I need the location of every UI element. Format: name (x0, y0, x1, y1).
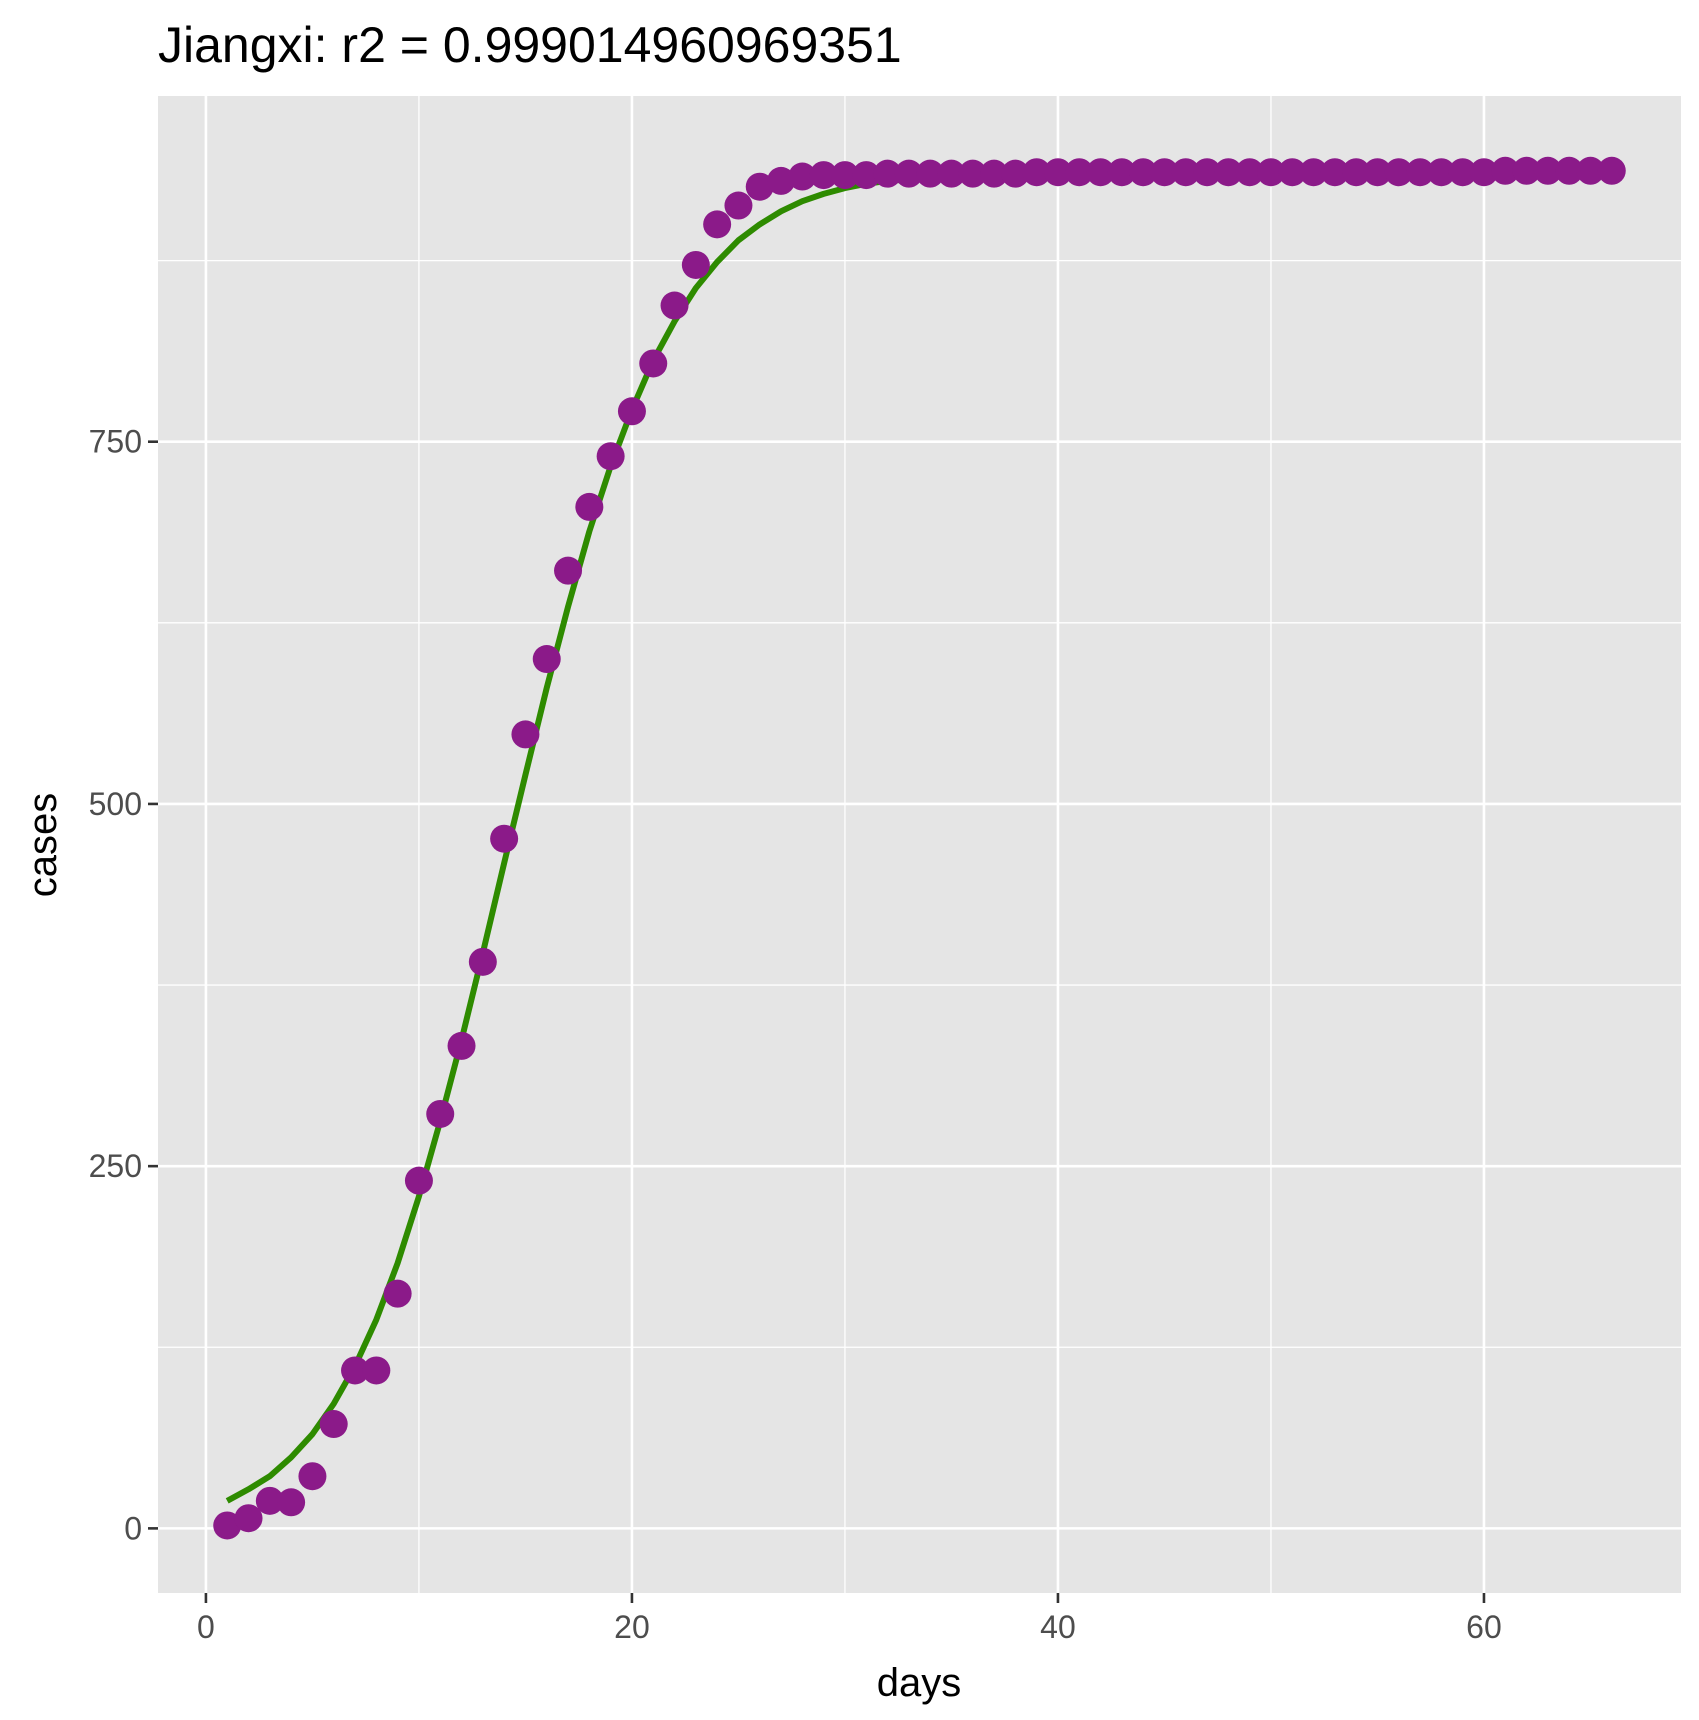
data-point (1469, 158, 1498, 187)
data-point (852, 161, 881, 190)
data-point (1235, 158, 1264, 187)
data-point (830, 161, 859, 190)
data-point (1043, 158, 1072, 187)
x-tick-label: 20 (614, 1609, 650, 1645)
data-point (1363, 158, 1392, 187)
data-point (468, 947, 497, 976)
data-point (1299, 158, 1328, 187)
data-point (1022, 158, 1051, 187)
data-points-layer (213, 156, 1626, 1540)
data-point (894, 159, 923, 188)
data-point (277, 1488, 306, 1517)
data-point (404, 1166, 433, 1195)
data-point (639, 349, 668, 378)
data-point (1533, 156, 1562, 185)
data-point (596, 442, 625, 471)
y-tick-label: 500 (89, 786, 142, 822)
data-point (1193, 158, 1222, 187)
data-point (490, 824, 519, 853)
data-point (255, 1486, 284, 1515)
data-point (1342, 158, 1371, 187)
data-point (213, 1511, 242, 1540)
data-point (937, 159, 966, 188)
data-point (1576, 156, 1605, 185)
data-point (1406, 158, 1435, 187)
data-point (1384, 158, 1413, 187)
data-point (1065, 158, 1094, 187)
data-point (575, 492, 604, 521)
data-point (958, 159, 987, 188)
data-point (788, 162, 817, 191)
data-point (511, 720, 540, 749)
data-point (362, 1356, 391, 1385)
data-point (681, 250, 710, 279)
data-point (1320, 158, 1349, 187)
y-tick-label: 250 (89, 1148, 142, 1184)
data-point (1491, 156, 1520, 185)
data-point (234, 1504, 263, 1533)
data-point (1512, 156, 1541, 185)
data-point (426, 1099, 455, 1128)
data-point (1427, 158, 1456, 187)
data-point (1448, 158, 1477, 187)
data-point (341, 1356, 370, 1385)
data-point (1278, 158, 1307, 187)
data-point (1129, 158, 1158, 187)
x-tick-label: 40 (1040, 1609, 1076, 1645)
data-point (447, 1031, 476, 1060)
y-tick-label: 750 (89, 424, 142, 460)
data-point (554, 556, 583, 585)
x-tick-label: 60 (1466, 1609, 1502, 1645)
data-point (767, 166, 796, 195)
data-point (745, 172, 774, 201)
data-point (1001, 159, 1030, 188)
data-point (724, 191, 753, 220)
data-point (916, 159, 945, 188)
data-point (298, 1462, 327, 1491)
data-point (383, 1279, 412, 1308)
chart-title: Jiangxi: r2 = 0.999014960969351 (158, 17, 902, 73)
axes: 0 20 40 60 0 250 500 750 (89, 424, 1502, 1645)
plot-panel (158, 96, 1681, 1593)
data-point (1555, 156, 1584, 185)
data-point (1150, 158, 1179, 187)
data-point (1086, 158, 1115, 187)
data-point (1597, 156, 1626, 185)
data-point (809, 161, 838, 190)
data-point (617, 397, 646, 426)
y-tick-label: 0 (124, 1510, 142, 1546)
data-point (1214, 158, 1243, 187)
x-axis-title: days (877, 1661, 962, 1705)
data-point (660, 291, 689, 320)
data-point (1256, 158, 1285, 187)
data-point (873, 159, 902, 188)
x-tick-label: 0 (197, 1609, 215, 1645)
data-point (980, 159, 1009, 188)
data-point (532, 645, 561, 674)
data-point (1107, 158, 1136, 187)
data-point (319, 1410, 348, 1439)
y-axis-title: cases (21, 793, 65, 898)
data-point (1171, 158, 1200, 187)
gridlines (158, 96, 1681, 1593)
data-point (703, 210, 732, 239)
